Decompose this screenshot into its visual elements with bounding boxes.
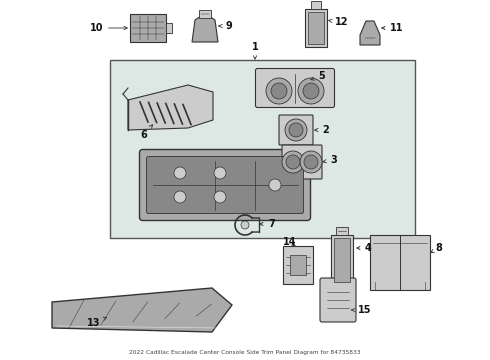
Text: 11: 11 xyxy=(382,23,403,33)
Text: 4: 4 xyxy=(357,243,372,253)
Circle shape xyxy=(174,191,186,203)
Circle shape xyxy=(285,119,307,141)
FancyBboxPatch shape xyxy=(282,145,322,179)
Text: 13: 13 xyxy=(87,317,107,328)
FancyBboxPatch shape xyxy=(140,149,311,220)
Bar xyxy=(305,9,327,47)
Text: 6: 6 xyxy=(140,125,152,140)
Polygon shape xyxy=(128,85,213,130)
Bar xyxy=(334,238,350,282)
Bar xyxy=(331,235,353,285)
Polygon shape xyxy=(360,21,380,45)
Bar xyxy=(290,255,306,275)
Bar xyxy=(336,227,348,235)
Circle shape xyxy=(214,191,226,203)
Text: 2022 Cadillac Escalade Center Console Side Trim Panel Diagram for 84735833: 2022 Cadillac Escalade Center Console Si… xyxy=(129,350,361,355)
Text: 3: 3 xyxy=(323,155,337,165)
Circle shape xyxy=(174,167,186,179)
Text: 8: 8 xyxy=(431,243,442,253)
Circle shape xyxy=(269,179,281,191)
Bar xyxy=(166,23,172,33)
Circle shape xyxy=(304,155,318,169)
Text: 5: 5 xyxy=(311,71,325,81)
Text: 9: 9 xyxy=(219,21,232,31)
Text: 15: 15 xyxy=(352,305,371,315)
Bar xyxy=(283,246,313,284)
Text: 2: 2 xyxy=(315,125,329,135)
Circle shape xyxy=(289,123,303,137)
Bar xyxy=(130,14,166,42)
Bar xyxy=(308,12,324,44)
Bar xyxy=(199,10,211,18)
FancyBboxPatch shape xyxy=(147,157,303,213)
Bar xyxy=(311,1,321,9)
Circle shape xyxy=(241,221,249,229)
Bar xyxy=(110,60,415,238)
Circle shape xyxy=(300,151,322,173)
Bar xyxy=(370,234,430,289)
Text: 12: 12 xyxy=(329,17,348,27)
Circle shape xyxy=(303,83,319,99)
Circle shape xyxy=(271,83,287,99)
Circle shape xyxy=(266,78,292,104)
Circle shape xyxy=(214,167,226,179)
FancyBboxPatch shape xyxy=(279,115,313,145)
Text: 10: 10 xyxy=(90,23,127,33)
FancyBboxPatch shape xyxy=(255,68,335,108)
Circle shape xyxy=(282,151,304,173)
Text: 14: 14 xyxy=(283,237,297,247)
Text: 7: 7 xyxy=(260,219,275,229)
Circle shape xyxy=(286,155,300,169)
Polygon shape xyxy=(192,16,218,42)
Polygon shape xyxy=(52,288,232,332)
FancyBboxPatch shape xyxy=(320,278,356,322)
Circle shape xyxy=(298,78,324,104)
Text: 1: 1 xyxy=(252,42,258,59)
